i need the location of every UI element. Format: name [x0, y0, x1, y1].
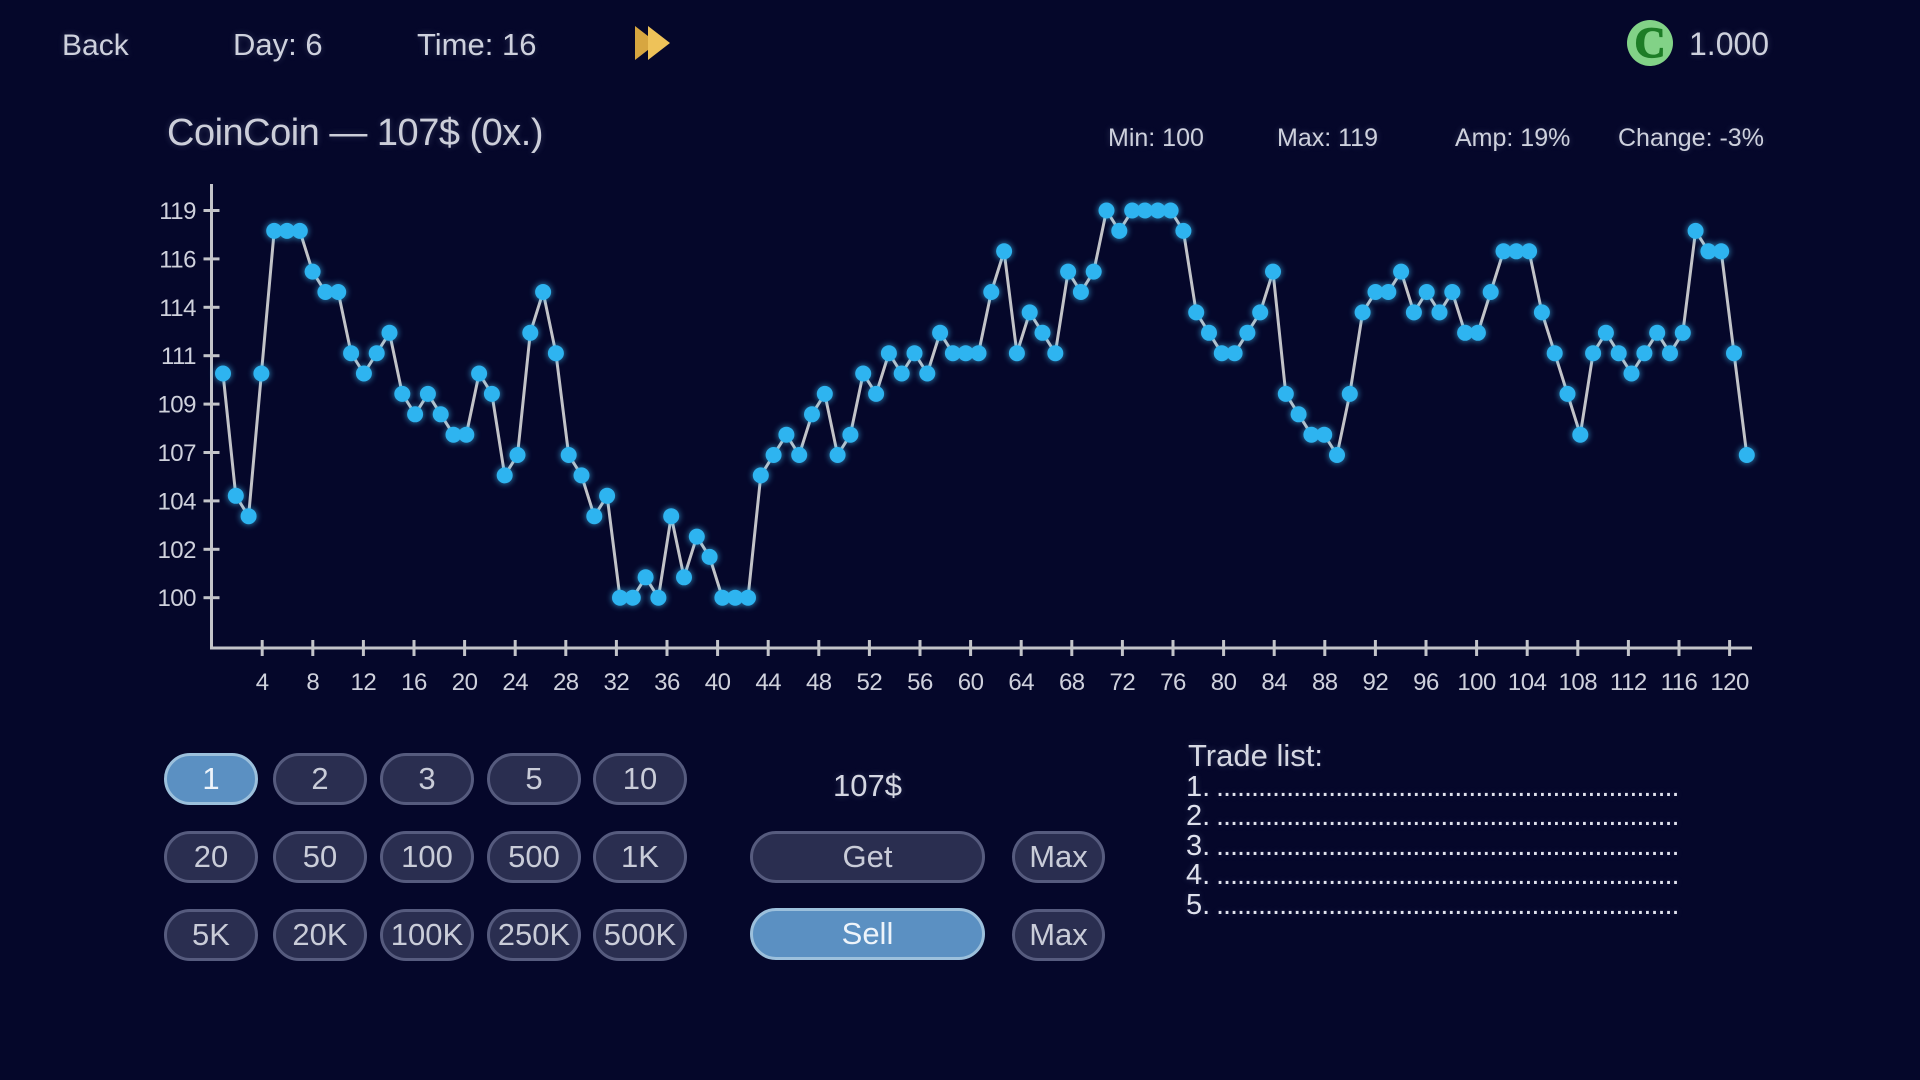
svg-text:80: 80 [1211, 669, 1237, 696]
svg-text:4: 4 [256, 669, 269, 696]
svg-text:28: 28 [553, 669, 579, 696]
svg-text:8: 8 [306, 669, 319, 696]
svg-text:107: 107 [157, 440, 196, 467]
svg-text:84: 84 [1261, 669, 1287, 696]
svg-text:116: 116 [1661, 669, 1698, 696]
svg-text:114: 114 [159, 295, 196, 322]
svg-text:96: 96 [1413, 669, 1439, 696]
svg-text:36: 36 [654, 669, 680, 696]
svg-text:16: 16 [401, 669, 427, 696]
svg-text:44: 44 [755, 669, 781, 696]
svg-text:111: 111 [161, 343, 196, 370]
svg-text:72: 72 [1110, 669, 1136, 696]
svg-text:12: 12 [351, 669, 377, 696]
svg-text:68: 68 [1059, 669, 1085, 696]
svg-text:112: 112 [1610, 669, 1647, 696]
svg-text:92: 92 [1363, 669, 1389, 696]
svg-text:104: 104 [157, 488, 196, 515]
svg-text:119: 119 [159, 198, 196, 225]
svg-text:60: 60 [958, 669, 984, 696]
svg-text:40: 40 [705, 669, 731, 696]
svg-text:32: 32 [604, 669, 630, 696]
svg-text:108: 108 [1559, 669, 1598, 696]
svg-text:20: 20 [452, 669, 478, 696]
svg-text:102: 102 [157, 537, 196, 564]
svg-text:88: 88 [1312, 669, 1338, 696]
svg-text:48: 48 [806, 669, 832, 696]
svg-text:100: 100 [157, 585, 196, 612]
svg-text:100: 100 [1457, 669, 1496, 696]
svg-text:52: 52 [857, 669, 883, 696]
svg-text:76: 76 [1160, 669, 1186, 696]
svg-text:56: 56 [907, 669, 933, 696]
svg-text:120: 120 [1710, 669, 1749, 696]
svg-text:116: 116 [159, 246, 196, 273]
svg-text:109: 109 [157, 392, 196, 419]
svg-text:24: 24 [502, 669, 528, 696]
svg-text:64: 64 [1008, 669, 1034, 696]
svg-text:104: 104 [1508, 669, 1547, 696]
